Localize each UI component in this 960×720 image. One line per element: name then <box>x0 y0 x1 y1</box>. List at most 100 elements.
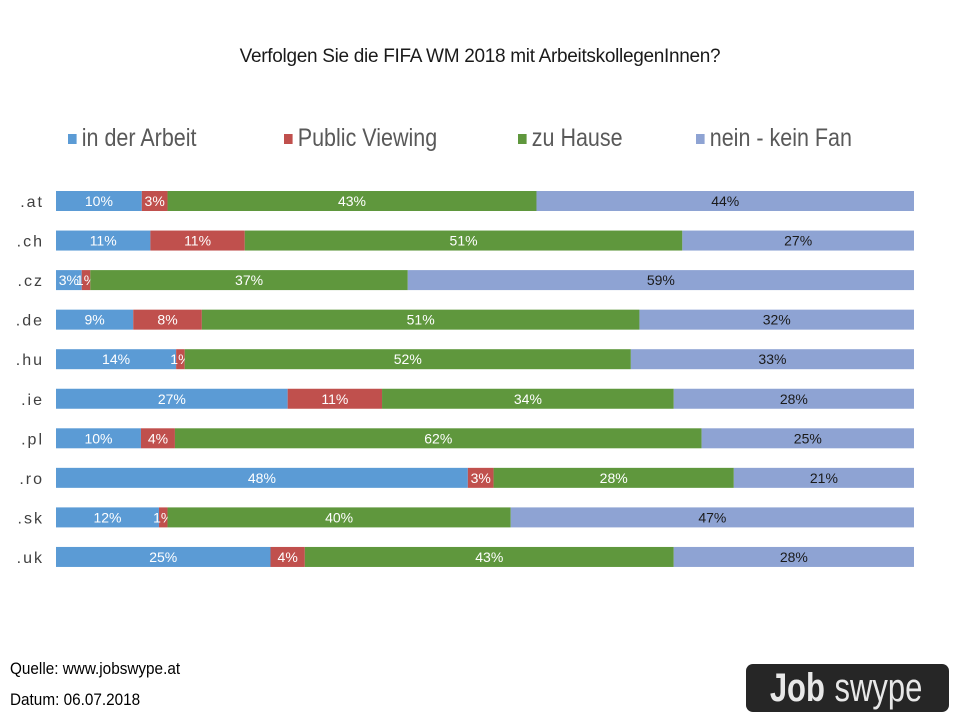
bar-segment-zu-hause <box>184 349 631 370</box>
bar-segment-public-viewing <box>140 428 175 449</box>
data-label: 9% <box>84 312 104 328</box>
bar-segment-zu-hause <box>174 428 702 449</box>
category-label: .cz <box>18 273 44 290</box>
bar-segment-in-der-arbeit <box>56 467 468 488</box>
category-label: .sk <box>18 510 44 527</box>
logo-text-bold: Job <box>770 665 826 710</box>
bar-row-ie: .ie 27% 11% 34% 28% <box>21 388 914 409</box>
bar-segment-in-der-arbeit <box>56 428 141 449</box>
data-label: 47% <box>698 509 726 525</box>
bar-segment-zu-hause <box>382 388 674 409</box>
category-label: .ro <box>19 471 44 488</box>
data-label: 43% <box>475 549 503 565</box>
category-label: .uk <box>17 550 44 567</box>
footer-date: Datum: 06.07.2018 <box>10 690 141 709</box>
data-label: 32% <box>763 312 791 328</box>
data-label: 27% <box>784 233 812 249</box>
bar-segment-zu-hause <box>304 546 674 567</box>
data-label: 10% <box>84 430 112 446</box>
data-label: 28% <box>780 391 808 407</box>
legend-swatch-zu-hause <box>518 133 527 144</box>
bar-segment-in-der-arbeit <box>56 309 134 330</box>
bar-row-ro: .ro 48% 3% 28% 21% <box>19 467 914 488</box>
legend-label: Public Viewing <box>297 124 438 152</box>
bar-segment-zu-hause <box>244 230 683 251</box>
legend-item-in-der-arbeit: in der Arbeit <box>68 124 197 153</box>
legend-item-public-viewing: Public Viewing <box>284 124 437 153</box>
bar-segment-nein-kein-fan <box>673 546 914 567</box>
data-label: 40% <box>325 509 353 525</box>
logo-text-regular: swype <box>834 665 923 710</box>
legend-item-zu-hause: zu Hause <box>518 124 623 153</box>
legend-label: zu Hause <box>531 124 623 152</box>
data-label: 8% <box>157 312 177 328</box>
bar-segment-in-der-arbeit <box>56 270 82 291</box>
data-label: 28% <box>780 549 808 565</box>
bar-segment-in-der-arbeit <box>56 507 159 528</box>
data-label: 44% <box>711 193 739 209</box>
legend-label: in der Arbeit <box>81 124 197 152</box>
data-label: 21% <box>810 470 838 486</box>
data-label: 28% <box>600 470 628 486</box>
data-label: 34% <box>514 391 542 407</box>
bar-segment-in-der-arbeit <box>56 230 151 251</box>
bar-segment-public-viewing <box>176 349 185 370</box>
legend-swatch-public-viewing <box>284 133 293 144</box>
bar-row-sk: .sk 12% 1% 40% 47% <box>18 507 914 528</box>
bar-segment-zu-hause <box>167 507 511 528</box>
data-label: 12% <box>93 509 121 525</box>
bar-segment-nein-kein-fan <box>682 230 914 251</box>
data-label: 59% <box>647 272 675 288</box>
data-label: 51% <box>450 233 478 249</box>
data-label: 14% <box>102 351 130 367</box>
bar-segment-nein-kein-fan <box>673 388 914 409</box>
bar-segment-nein-kein-fan <box>536 191 914 211</box>
data-label: 10% <box>85 193 113 209</box>
bar-segment-public-viewing <box>141 191 168 211</box>
bar-segment-public-viewing <box>287 388 383 409</box>
bar-segment-in-der-arbeit <box>56 191 142 211</box>
legend-swatch-in-der-arbeit <box>68 133 77 144</box>
data-label: 27% <box>158 391 186 407</box>
data-label: 48% <box>248 470 276 486</box>
data-label: 25% <box>149 549 177 565</box>
bar-segment-zu-hause <box>90 270 408 291</box>
category-label: .hu <box>16 352 44 369</box>
data-label: 3% <box>471 470 491 486</box>
category-label: .de <box>16 313 44 330</box>
data-label: 43% <box>338 193 366 209</box>
bar-segment-in-der-arbeit <box>56 349 177 370</box>
bar-segment-in-der-arbeit <box>56 546 271 567</box>
bar-segment-zu-hause <box>493 467 734 488</box>
bar-segment-nein-kein-fan <box>407 270 914 291</box>
bar-segment-public-viewing <box>81 270 91 291</box>
bar-segment-nein-kein-fan <box>733 467 914 488</box>
bar-segment-zu-hause <box>167 191 537 211</box>
category-label: .pl <box>21 431 44 448</box>
bar-row-at: .at 10% 3% 43% 44% <box>20 191 914 211</box>
legend-item-nein-kein-fan: nein - kein Fan <box>696 124 852 153</box>
data-label: 4% <box>278 549 298 565</box>
data-label: 3% <box>145 193 165 209</box>
bar-row-de: .de 9% 8% 51% 32% <box>16 309 914 330</box>
data-label: 25% <box>794 430 822 446</box>
bar-segment-public-viewing <box>270 546 305 567</box>
chart-title: Verfolgen Sie die FIFA WM 2018 mit Arbei… <box>239 46 721 67</box>
data-label: 3% <box>59 272 79 288</box>
data-label: 52% <box>394 351 422 367</box>
data-label: 33% <box>758 351 786 367</box>
bar-segment-public-viewing <box>158 507 168 528</box>
jobswype-logo: Job swype <box>746 664 949 712</box>
bar-segment-public-viewing <box>467 467 494 488</box>
bar-segment-nein-kein-fan <box>630 349 914 370</box>
bar-segment-nein-kein-fan <box>639 309 914 330</box>
data-label: 11% <box>321 391 348 407</box>
category-label: .ie <box>21 392 44 409</box>
legend: in der Arbeit Public Viewing zu Hause ne… <box>0 124 960 156</box>
bar-row-pl: .pl 10% 4% 62% 25% <box>21 428 914 449</box>
bar-row-hu: .hu 14% 1% 52% 33% <box>16 349 914 370</box>
data-label: 51% <box>407 312 435 328</box>
bar-row-uk: .uk 25% 4% 43% 28% <box>17 546 914 567</box>
data-label: 4% <box>148 430 168 446</box>
